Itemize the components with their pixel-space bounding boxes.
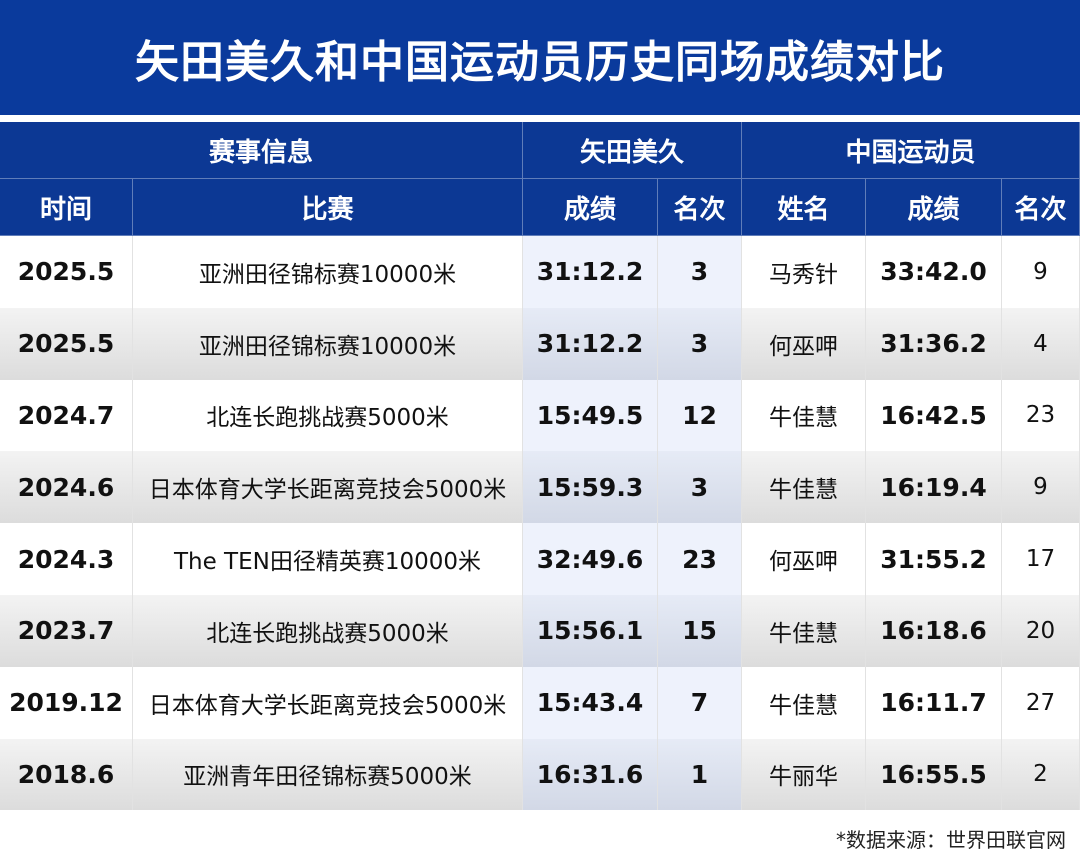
table-cell: 33:42.0 <box>866 236 1002 308</box>
table-cell: 31:12.2 <box>523 307 658 380</box>
table-cell: 16:42.5 <box>866 379 1002 452</box>
table-cell: 9 <box>1002 451 1080 524</box>
highlight-bg <box>523 379 742 452</box>
table-cell: 牛佳慧 <box>742 666 866 739</box>
table-cell: 12 <box>658 379 742 452</box>
table-cell: 3 <box>658 451 742 524</box>
table-cell: 15:49.5 <box>523 379 658 452</box>
table-cell: 15:43.4 <box>523 666 658 739</box>
table-cell: 32:49.6 <box>523 523 658 595</box>
column-header: 名次 <box>1002 179 1080 236</box>
table-cell: 7 <box>658 666 742 739</box>
table-cell: 亚洲青年田径锦标赛5000米 <box>133 738 523 811</box>
table-cell: 16:55.5 <box>866 738 1002 811</box>
table-cell: 3 <box>658 236 742 308</box>
table-cell: 15:56.1 <box>523 595 658 667</box>
table-cell: 15 <box>658 595 742 667</box>
table-cell: 20 <box>1002 595 1080 667</box>
highlight-bg <box>523 451 742 524</box>
table-cell: 何巫呷 <box>742 523 866 595</box>
table-cell: 3 <box>658 307 742 380</box>
table-cell: 16:18.6 <box>866 595 1002 667</box>
group-header: 赛事信息 <box>0 122 523 179</box>
column-header: 姓名 <box>742 179 866 236</box>
table-cell: 2024.7 <box>0 379 133 452</box>
table-cell: 31:55.2 <box>866 523 1002 595</box>
table-cell: 牛佳慧 <box>742 451 866 524</box>
table-cell: 23 <box>658 523 742 595</box>
group-header: 矢田美久 <box>523 122 742 179</box>
table-cell: 1 <box>658 738 742 811</box>
table-cell: 15:59.3 <box>523 451 658 524</box>
highlight-bg <box>523 307 742 380</box>
table-cell: 31:36.2 <box>866 307 1002 380</box>
table-cell: 16:19.4 <box>866 451 1002 524</box>
highlight-bg <box>523 236 742 308</box>
highlight-bg <box>523 595 742 667</box>
table-cell: 牛佳慧 <box>742 595 866 667</box>
table-cell: 牛佳慧 <box>742 379 866 452</box>
highlight-bg <box>523 738 742 811</box>
title: 矢田美久和中国运动员历史同场成绩对比 <box>0 0 1080 115</box>
table-cell: 16:11.7 <box>866 666 1002 739</box>
table-cell: 日本体育大学长距离竞技会5000米 <box>133 451 523 524</box>
column-header: 时间 <box>0 179 133 236</box>
table-cell: 17 <box>1002 523 1080 595</box>
highlight-bg <box>523 666 742 739</box>
table-cell: 亚洲田径锦标赛10000米 <box>133 236 523 308</box>
table-cell: 北连长跑挑战赛5000米 <box>133 379 523 452</box>
divider <box>0 115 1080 122</box>
table-cell: 2019.12 <box>0 666 133 739</box>
table-cell: The TEN田径精英赛10000米 <box>133 523 523 595</box>
table-cell: 牛丽华 <box>742 738 866 811</box>
table-cell: 4 <box>1002 307 1080 380</box>
table-cell: 2 <box>1002 738 1080 811</box>
source-note: *数据来源：世界田联官网 <box>836 827 1066 852</box>
table-cell: 2023.7 <box>0 595 133 667</box>
table-cell: 马秀针 <box>742 236 866 308</box>
group-header: 中国运动员 <box>742 122 1080 179</box>
table-cell: 日本体育大学长距离竞技会5000米 <box>133 666 523 739</box>
table-cell: 23 <box>1002 379 1080 452</box>
column-header: 比赛 <box>133 179 523 236</box>
table-cell: 31:12.2 <box>523 236 658 308</box>
table-cell: 何巫呷 <box>742 307 866 380</box>
table-cell: 16:31.6 <box>523 738 658 811</box>
table-cell: 27 <box>1002 666 1080 739</box>
table-cell: 2025.5 <box>0 236 133 308</box>
table-cell: 2025.5 <box>0 307 133 380</box>
table-cell: 2018.6 <box>0 738 133 811</box>
table-cell: 北连长跑挑战赛5000米 <box>133 595 523 667</box>
highlight-bg <box>523 523 742 595</box>
table-cell: 2024.6 <box>0 451 133 524</box>
table-cell: 亚洲田径锦标赛10000米 <box>133 307 523 380</box>
column-header: 成绩 <box>523 179 658 236</box>
table-cell: 9 <box>1002 236 1080 308</box>
column-header: 名次 <box>658 179 742 236</box>
table-cell: 2024.3 <box>0 523 133 595</box>
column-header: 成绩 <box>866 179 1002 236</box>
